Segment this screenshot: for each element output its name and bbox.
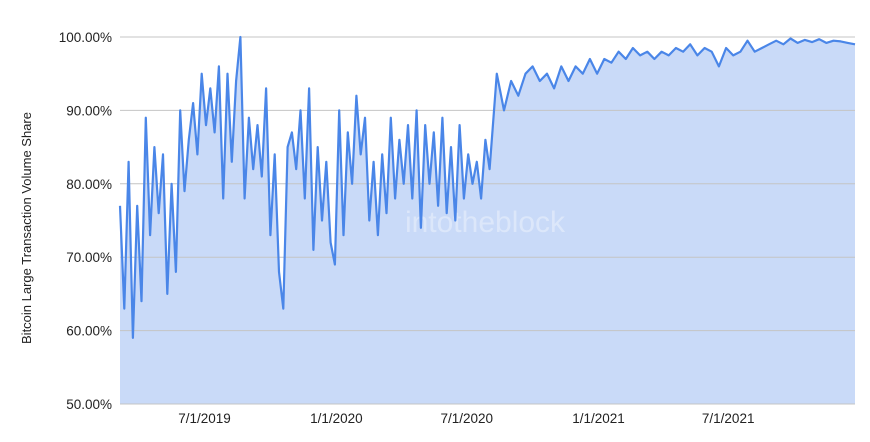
x-tick-label: 1/1/2020: [310, 411, 363, 426]
area-fill: [120, 37, 855, 404]
y-tick-label: 100.00%: [59, 30, 112, 45]
y-tick-label: 90.00%: [66, 103, 112, 118]
y-tick-label: 60.00%: [66, 324, 112, 339]
watermark-logo: intotheblock: [405, 206, 566, 239]
y-axis-label: Bitcoin Large Transaction Volume Share: [19, 112, 34, 344]
y-axis-ticks: 50.00% 60.00% 70.00% 80.00% 90.00% 100.00%: [59, 30, 112, 412]
x-tick-label: 7/1/2021: [702, 411, 755, 426]
x-tick-label: 1/1/2021: [572, 411, 625, 426]
y-tick-label: 50.00%: [66, 397, 112, 412]
series-line: [118, 35, 856, 339]
y-tick-label: 80.00%: [66, 177, 112, 192]
x-tick-label: 7/1/2020: [440, 411, 493, 426]
x-axis-ticks: 7/1/2019 1/1/2020 7/1/2020 1/1/2021 7/1/2021: [178, 411, 754, 426]
x-tick-label: 7/1/2019: [178, 411, 231, 426]
y-tick-label: 70.00%: [66, 250, 112, 265]
